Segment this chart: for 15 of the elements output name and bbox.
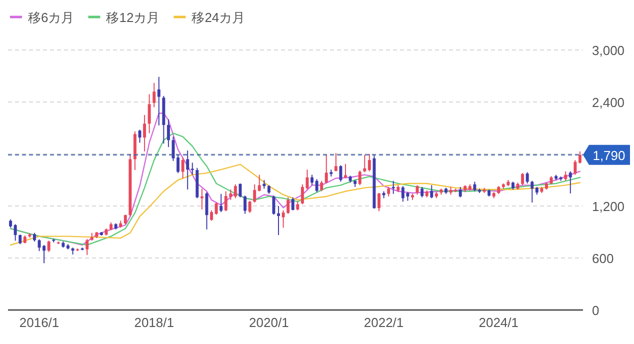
x-tick-label: 2016/1 (19, 315, 60, 330)
legend-label: 移12カ月 (106, 10, 160, 25)
x-tick-label: 2018/1 (134, 315, 174, 330)
x-tick-label: 2022/1 (364, 315, 404, 330)
legend-label: 移24カ月 (192, 10, 246, 25)
y-tick-label: 1,200 (592, 199, 625, 214)
x-tick-label: 2024/1 (478, 315, 519, 330)
y-tick-label: 600 (592, 251, 614, 266)
ref-line-label: 1,790 (592, 148, 626, 163)
y-tick-label: 0 (592, 303, 600, 318)
line-series (10, 164, 581, 246)
legend-label: 移6カ月 (28, 10, 74, 25)
y-tick-label: 3,000 (592, 43, 625, 58)
y-tick-label: 2,400 (592, 95, 625, 110)
x-tick-label: 2020/1 (249, 315, 289, 330)
